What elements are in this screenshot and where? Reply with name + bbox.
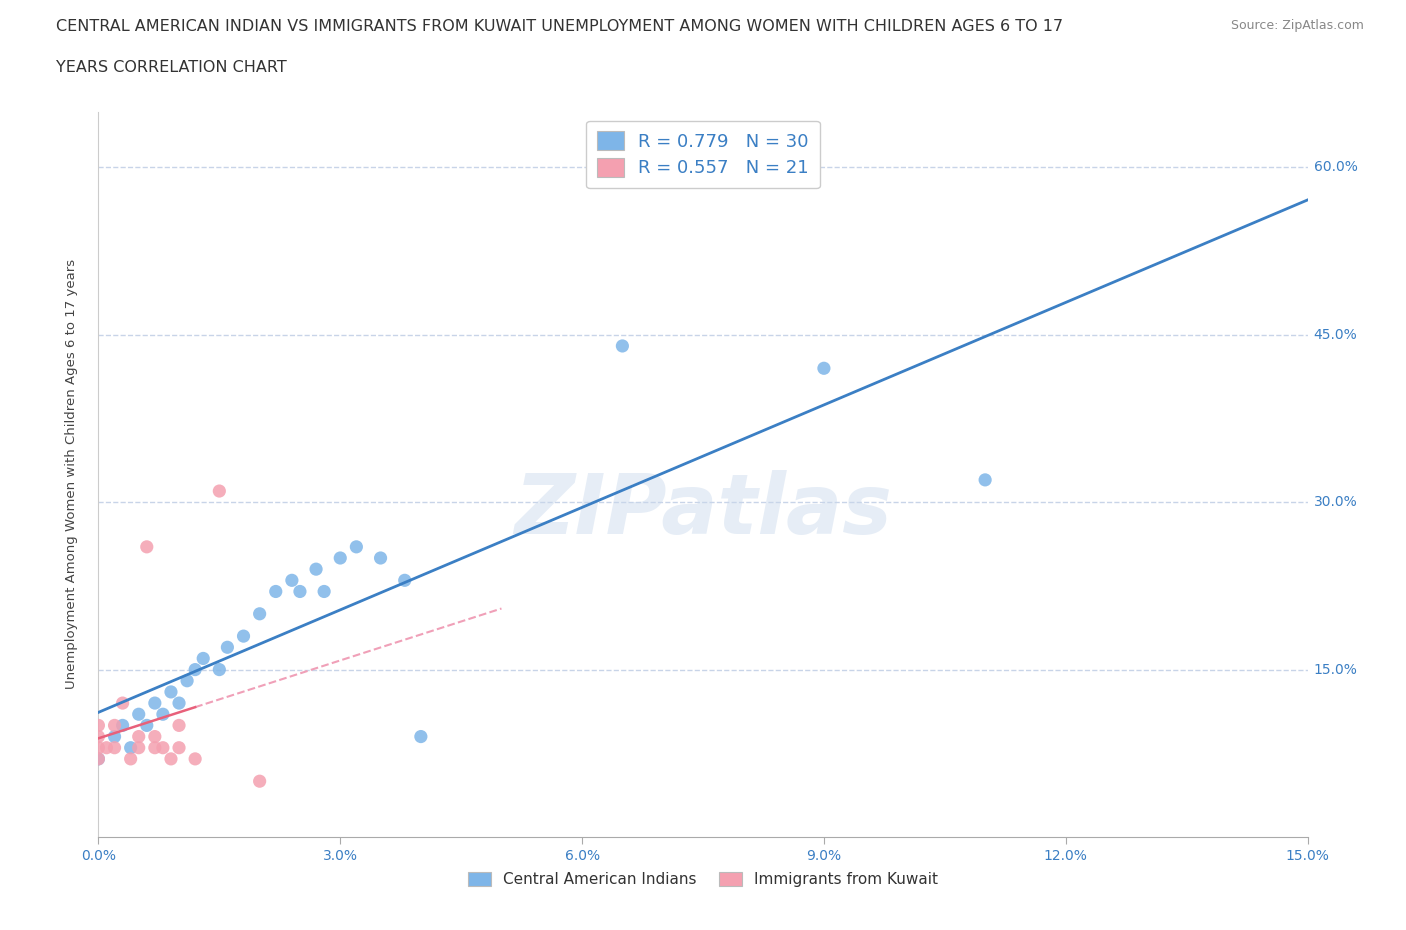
Point xyxy=(281,573,304,588)
Text: 30.0%: 30.0% xyxy=(1313,495,1357,510)
Point xyxy=(249,774,271,789)
Point xyxy=(176,673,198,688)
Point xyxy=(135,718,157,733)
Point xyxy=(232,629,254,644)
Point xyxy=(87,751,110,766)
Text: 45.0%: 45.0% xyxy=(1313,327,1357,342)
Point xyxy=(120,751,142,766)
Point xyxy=(128,729,150,744)
Point xyxy=(167,696,190,711)
Point xyxy=(314,584,336,599)
Text: Source: ZipAtlas.com: Source: ZipAtlas.com xyxy=(1230,19,1364,32)
Text: 60.0%: 60.0% xyxy=(1313,160,1358,175)
Point xyxy=(184,662,207,677)
Point xyxy=(96,740,118,755)
Point xyxy=(120,740,142,755)
Point xyxy=(87,729,110,744)
Point xyxy=(143,740,166,755)
Point xyxy=(344,539,367,554)
Point xyxy=(813,361,835,376)
Point xyxy=(152,740,174,755)
Legend: Central American Indians, Immigrants from Kuwait: Central American Indians, Immigrants fro… xyxy=(460,864,946,895)
Point xyxy=(612,339,634,353)
Point xyxy=(143,696,166,711)
Point xyxy=(87,751,110,766)
Point xyxy=(143,729,166,744)
Point xyxy=(409,729,432,744)
Point xyxy=(217,640,239,655)
Point xyxy=(288,584,311,599)
Point xyxy=(87,740,110,755)
Point xyxy=(208,484,231,498)
Point xyxy=(167,718,190,733)
Point xyxy=(184,751,207,766)
Text: 15.0%: 15.0% xyxy=(1313,662,1358,677)
Point xyxy=(87,718,110,733)
Point xyxy=(152,707,174,722)
Point xyxy=(208,662,231,677)
Point xyxy=(394,573,416,588)
Point xyxy=(111,718,134,733)
Point xyxy=(160,751,183,766)
Point xyxy=(370,551,392,565)
Point xyxy=(160,684,183,699)
Point xyxy=(103,740,125,755)
Point xyxy=(329,551,352,565)
Point xyxy=(128,707,150,722)
Point xyxy=(128,740,150,755)
Text: YEARS CORRELATION CHART: YEARS CORRELATION CHART xyxy=(56,60,287,75)
Point xyxy=(111,696,134,711)
Y-axis label: Unemployment Among Women with Children Ages 6 to 17 years: Unemployment Among Women with Children A… xyxy=(65,259,77,689)
Point xyxy=(264,584,287,599)
Text: ZIPatlas: ZIPatlas xyxy=(515,470,891,551)
Point xyxy=(167,740,190,755)
Point xyxy=(135,539,157,554)
Point xyxy=(193,651,215,666)
Point xyxy=(103,729,125,744)
Point xyxy=(103,718,125,733)
Text: CENTRAL AMERICAN INDIAN VS IMMIGRANTS FROM KUWAIT UNEMPLOYMENT AMONG WOMEN WITH : CENTRAL AMERICAN INDIAN VS IMMIGRANTS FR… xyxy=(56,19,1063,33)
Point xyxy=(974,472,997,487)
Point xyxy=(305,562,328,577)
Point xyxy=(249,606,271,621)
